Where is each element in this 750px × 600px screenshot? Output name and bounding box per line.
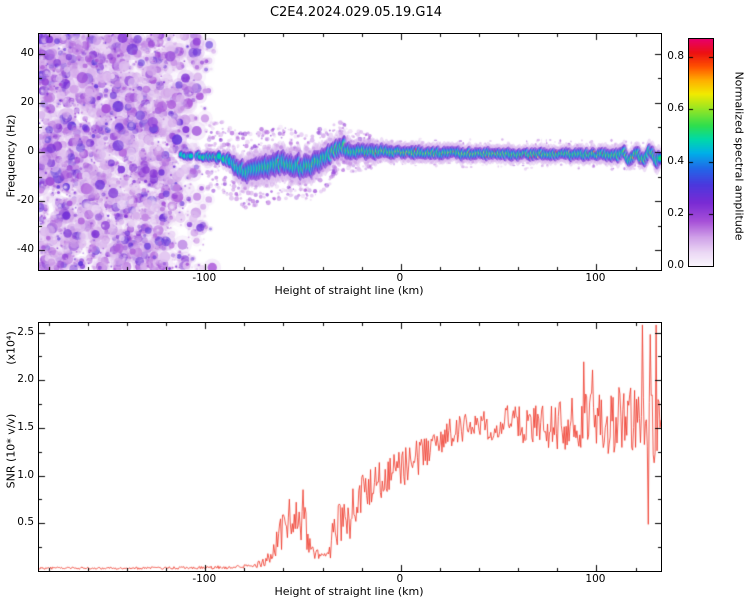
- bottom-x-axis-label: Height of straight line (km): [274, 585, 424, 598]
- top-y-tick-label: -40: [16, 243, 34, 256]
- colorbar-canvas: [688, 38, 714, 267]
- top-y-tick-label: -20: [16, 194, 34, 207]
- top-y-tick-label: 20: [20, 95, 34, 108]
- colorbar-label: Normalized spectral amplitude: [732, 71, 746, 241]
- top-x-axis-label: Height of straight line (km): [274, 284, 424, 297]
- bottom-x-tick-label: -100: [192, 573, 217, 585]
- bottom-x-tick-label: 0: [396, 573, 404, 585]
- colorbar-tick-label: 0.0: [667, 259, 684, 271]
- top-y-tick-label: 0: [27, 145, 34, 157]
- top-x-tick-label: 100: [585, 272, 606, 284]
- colorbar-tick-label: 0.4: [667, 154, 684, 167]
- colorbar-tick-label: 0.8: [667, 50, 684, 63]
- spectrogram-canvas: [38, 33, 662, 271]
- colorbar-tick-label: 0.6: [667, 102, 684, 115]
- bottom-y-tick-label: 1.0: [17, 468, 34, 481]
- plot-title: C2E4.2024.029.05.19.G14: [269, 5, 443, 20]
- bottom-x-tick-label: 100: [585, 573, 606, 585]
- top-y-tick-label: 40: [20, 46, 34, 59]
- bottom-y-tick-label: 0.5: [17, 516, 34, 529]
- colorbar-tick-label: 0.2: [667, 206, 684, 219]
- bottom-y-tick-label: 1.5: [17, 420, 34, 433]
- top-x-tick-label: -100: [192, 272, 217, 284]
- top-x-tick-label: 0: [396, 272, 404, 284]
- snr-canvas: [38, 322, 662, 572]
- bottom-y-tick-label: 2.5: [17, 325, 34, 338]
- bottom-y-tick-label: 2.0: [17, 373, 34, 386]
